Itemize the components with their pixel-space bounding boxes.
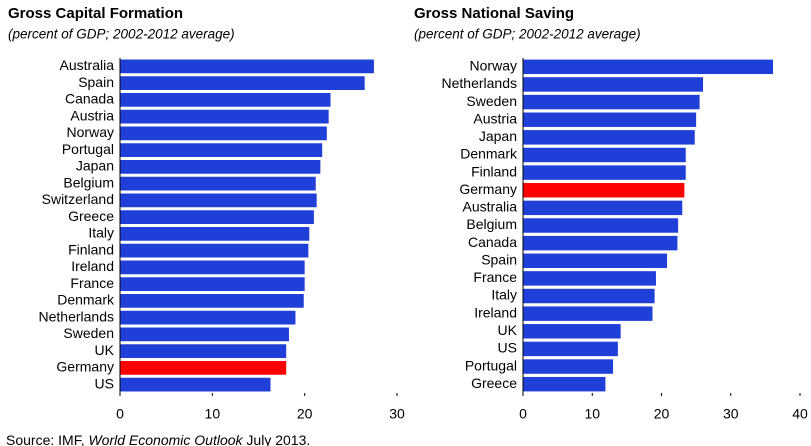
y-tick-label: Finland	[471, 163, 517, 179]
chart-title: Gross National Saving	[414, 5, 574, 22]
x-tick-label: 0	[116, 406, 124, 422]
source-note: Source: IMF, World Economic Outlook July…	[6, 432, 310, 446]
y-tick-label: UK	[498, 322, 518, 338]
bar	[523, 218, 679, 233]
y-tick-label: Austria	[473, 110, 517, 126]
bar	[523, 77, 704, 92]
y-tick-label: Italy	[491, 287, 517, 303]
y-tick-label: US	[498, 340, 517, 356]
y-tick-label: Spain	[78, 74, 114, 90]
x-tick-label: 10	[205, 406, 221, 422]
bar	[120, 327, 289, 342]
y-tick-label: Finland	[68, 241, 114, 257]
x-tick-label: 40	[792, 406, 808, 422]
y-tick-label: Switzerland	[42, 191, 114, 207]
y-tick-label: Netherlands	[39, 308, 115, 324]
bar	[120, 243, 309, 258]
y-tick-label: Denmark	[57, 292, 115, 308]
bar	[523, 376, 606, 392]
bar	[523, 165, 686, 180]
y-tick-label: Australia	[60, 57, 115, 73]
bar	[523, 112, 697, 127]
bar	[120, 160, 321, 174]
bar	[120, 193, 317, 208]
bar	[120, 126, 327, 141]
bar	[120, 294, 304, 308]
bar	[523, 183, 685, 198]
bar	[120, 260, 305, 275]
bar	[120, 109, 329, 124]
y-tick-label: Ireland	[71, 258, 114, 274]
y-tick-label: Greece	[68, 208, 114, 224]
y-tick-label: Spain	[481, 251, 517, 267]
bar	[120, 310, 296, 325]
x-tick-label: 10	[584, 406, 600, 422]
y-tick-label: Portugal	[62, 141, 114, 157]
bar	[523, 306, 653, 321]
bar	[523, 59, 773, 75]
y-tick-label: Japan	[76, 158, 114, 174]
bar	[523, 147, 686, 163]
y-tick-label: Germany	[459, 181, 517, 197]
bar	[120, 361, 287, 375]
y-tick-label: Greece	[471, 375, 517, 391]
bar	[523, 341, 618, 357]
bar	[120, 176, 316, 191]
bar	[523, 235, 678, 251]
bar	[523, 94, 700, 110]
bar	[120, 277, 305, 291]
bar	[523, 130, 695, 145]
bar	[120, 93, 331, 107]
y-tick-label: Canada	[468, 234, 517, 250]
x-tick-label: 30	[723, 406, 739, 422]
y-tick-label: US	[95, 375, 114, 391]
y-tick-label: Japan	[479, 128, 517, 144]
source-prefix: Source: IMF,	[6, 432, 88, 446]
bar	[523, 253, 668, 268]
y-tick-label: Ireland	[474, 304, 517, 320]
y-tick-label: Italy	[88, 225, 114, 241]
y-tick-label: Germany	[56, 359, 114, 375]
bar	[523, 359, 614, 374]
y-tick-label: Sweden	[466, 93, 517, 109]
bar	[120, 143, 323, 157]
x-tick-label: 20	[297, 406, 313, 422]
y-tick-label: Portugal	[465, 357, 517, 373]
source-suffix: July 2013.	[243, 432, 311, 446]
bar	[523, 288, 655, 304]
chart-subtitle: (percent of GDP; 2002-2012 average)	[8, 27, 235, 42]
y-tick-label: Belgium	[63, 174, 114, 190]
y-tick-label: Norway	[67, 124, 114, 140]
bar	[120, 210, 314, 224]
y-tick-label: UK	[95, 342, 115, 358]
bar	[120, 227, 310, 241]
chart-title: Gross Capital Formation	[8, 5, 183, 22]
source-italic: World Economic Outlook	[88, 432, 243, 446]
chart-subtitle: (percent of GDP; 2002-2012 average)	[414, 27, 641, 42]
y-tick-label: Sweden	[63, 325, 114, 341]
bar	[523, 271, 656, 286]
y-tick-label: Norway	[470, 58, 517, 74]
y-tick-label: Canada	[65, 91, 114, 107]
bar	[120, 377, 271, 392]
bar	[120, 59, 374, 74]
bar	[120, 76, 365, 90]
x-tick-label: 30	[389, 406, 405, 422]
x-tick-label: 0	[519, 406, 527, 422]
bar	[523, 324, 621, 339]
y-tick-label: Belgium	[466, 216, 517, 232]
y-tick-label: France	[473, 269, 517, 285]
y-tick-label: Australia	[463, 199, 518, 215]
y-tick-label: Netherlands	[442, 75, 518, 91]
x-tick-label: 20	[654, 406, 670, 422]
bar	[120, 344, 287, 358]
y-tick-label: Austria	[70, 107, 114, 123]
bar	[523, 200, 683, 216]
y-tick-label: Denmark	[460, 146, 518, 162]
y-tick-label: France	[70, 275, 114, 291]
